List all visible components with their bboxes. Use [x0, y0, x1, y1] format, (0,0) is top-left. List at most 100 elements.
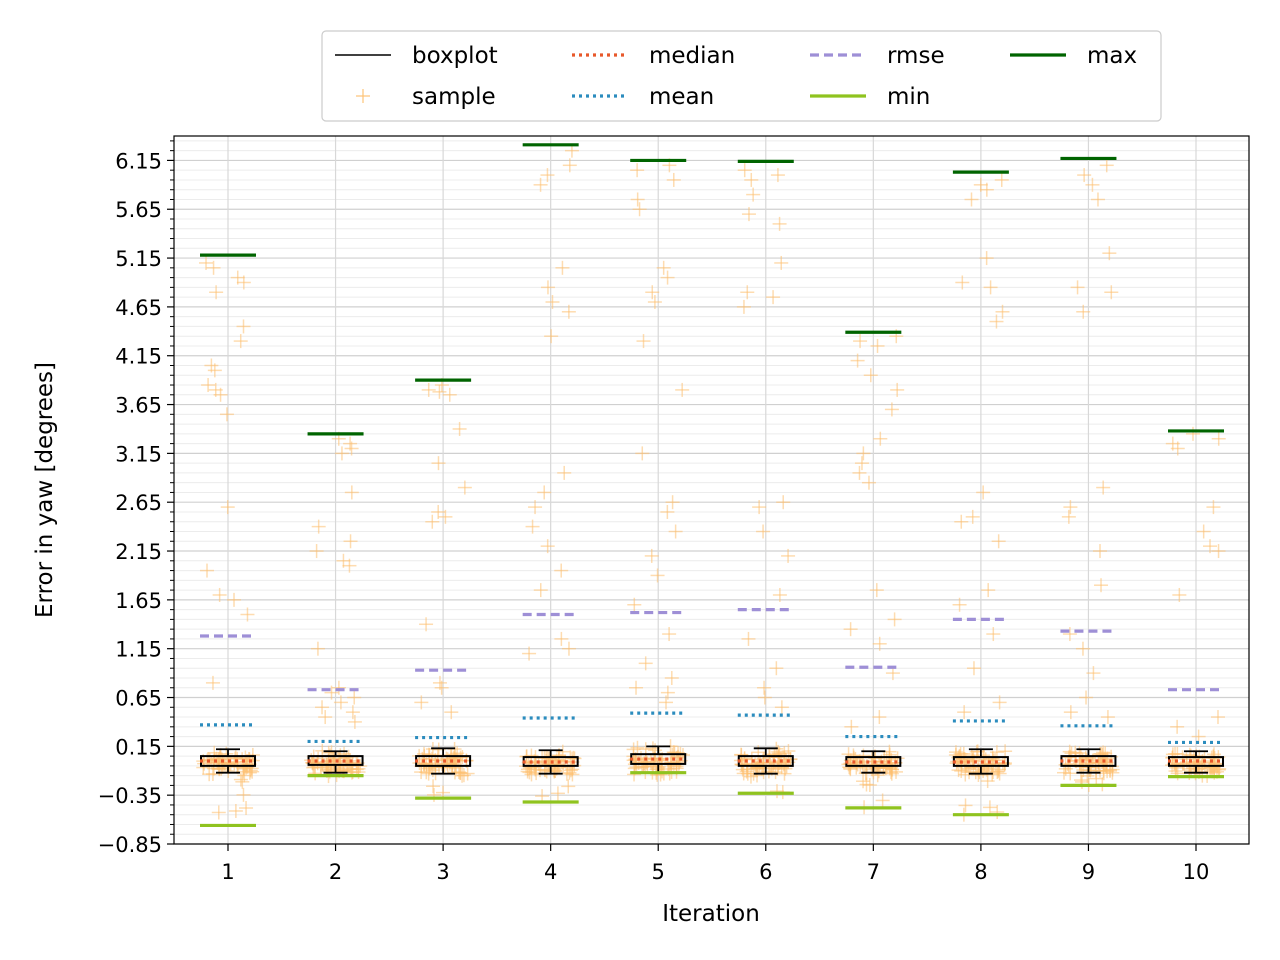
sample-point: [629, 680, 644, 695]
sample-point: [1085, 177, 1100, 192]
sample-point: [756, 765, 771, 780]
legend-entry: min: [810, 84, 930, 110]
sample-point: [197, 756, 212, 771]
sample-point: [972, 765, 987, 780]
sample-point: [979, 251, 994, 266]
sample-point: [1098, 746, 1113, 761]
sample-point: [199, 255, 214, 270]
sample-point: [964, 748, 979, 763]
sample-point: [205, 675, 220, 690]
sample-point: [992, 695, 1007, 710]
sample-point: [664, 755, 679, 770]
sample-point: [561, 641, 576, 656]
sample-point: [870, 338, 885, 353]
sample-point: [774, 255, 789, 270]
y-tick-label: 5.65: [115, 198, 162, 222]
sample-point: [863, 368, 878, 383]
sample-point: [627, 767, 642, 782]
sample-point: [770, 168, 785, 183]
sample-point: [550, 786, 565, 801]
sample-point: [776, 495, 791, 510]
sample-point: [662, 627, 677, 642]
sample-point: [746, 187, 761, 202]
sample-point: [333, 695, 348, 710]
sample-point: [1068, 745, 1083, 760]
y-tick-label: −0.35: [98, 784, 162, 808]
sample-point: [964, 192, 979, 207]
sample-point: [757, 680, 772, 695]
sample-point: [236, 275, 251, 290]
sample-point: [201, 378, 216, 393]
sample-point: [310, 641, 325, 656]
sample-point: [769, 661, 784, 676]
x-tick-label: 8: [974, 860, 987, 884]
x-tick-label: 9: [1082, 860, 1095, 884]
sample-point: [1075, 641, 1090, 656]
stats-layer: [200, 143, 1224, 828]
sample-point: [318, 710, 333, 725]
sample-point: [630, 192, 645, 207]
sample-point: [635, 446, 650, 461]
sample-point: [342, 558, 357, 573]
sample-point: [875, 793, 890, 808]
sample-point: [1062, 627, 1077, 642]
sample-point: [220, 500, 235, 515]
sample-point: [426, 779, 441, 794]
sample-point: [1170, 441, 1185, 456]
sample-point: [227, 592, 242, 607]
sample-point: [1096, 480, 1111, 495]
plot-frame: [173, 135, 1250, 845]
sample-point: [562, 158, 577, 173]
sample-point: [752, 500, 767, 515]
sample-point: [1104, 285, 1119, 300]
sample-point: [756, 524, 771, 539]
legend-entry: rmse: [810, 43, 945, 69]
sample-point: [983, 280, 998, 295]
sample-point: [884, 402, 899, 417]
sample-point: [1185, 426, 1200, 441]
sample-point: [783, 752, 798, 767]
sample-point: [666, 172, 681, 187]
sample-point: [554, 563, 569, 578]
sample-point: [205, 767, 220, 782]
sample-point: [525, 519, 540, 534]
x-tick-label: 2: [329, 860, 342, 884]
sample-point: [311, 519, 326, 534]
sample-point: [561, 304, 576, 319]
sample-point: [331, 680, 346, 695]
legend-entry: mean: [572, 84, 714, 110]
legend-label: boxplot: [412, 43, 498, 69]
sample-point: [562, 765, 577, 780]
sample-point: [981, 583, 996, 598]
legend-entry: median: [572, 43, 735, 69]
sample-point: [445, 756, 460, 771]
sample-point: [979, 182, 994, 197]
sample-point: [766, 756, 781, 771]
sample-point: [869, 583, 884, 598]
sample-point: [428, 760, 443, 775]
sample-point: [417, 756, 432, 771]
sample-point: [1061, 509, 1076, 524]
sample-point: [660, 685, 675, 700]
sample-point: [1063, 705, 1078, 720]
sample-point: [666, 758, 681, 773]
sample-point: [778, 761, 793, 776]
sample-point: [737, 163, 752, 178]
sample-point: [438, 509, 453, 524]
legend-label: mean: [649, 84, 714, 110]
sample-point: [522, 646, 537, 661]
sample-point: [632, 202, 647, 217]
sample-point: [982, 800, 997, 815]
sample-point: [235, 774, 250, 789]
y-tick-label: 3.15: [115, 442, 162, 466]
sample-point: [1190, 762, 1205, 777]
sample-point: [998, 744, 1013, 759]
sample-point: [426, 787, 441, 802]
y-tick-label: 1.15: [115, 638, 162, 662]
sample-point: [878, 761, 893, 776]
sample-point: [665, 495, 680, 510]
sample-point: [345, 705, 360, 720]
sample-point: [990, 805, 1005, 820]
sample-point: [650, 568, 665, 583]
sample-point: [309, 544, 324, 559]
